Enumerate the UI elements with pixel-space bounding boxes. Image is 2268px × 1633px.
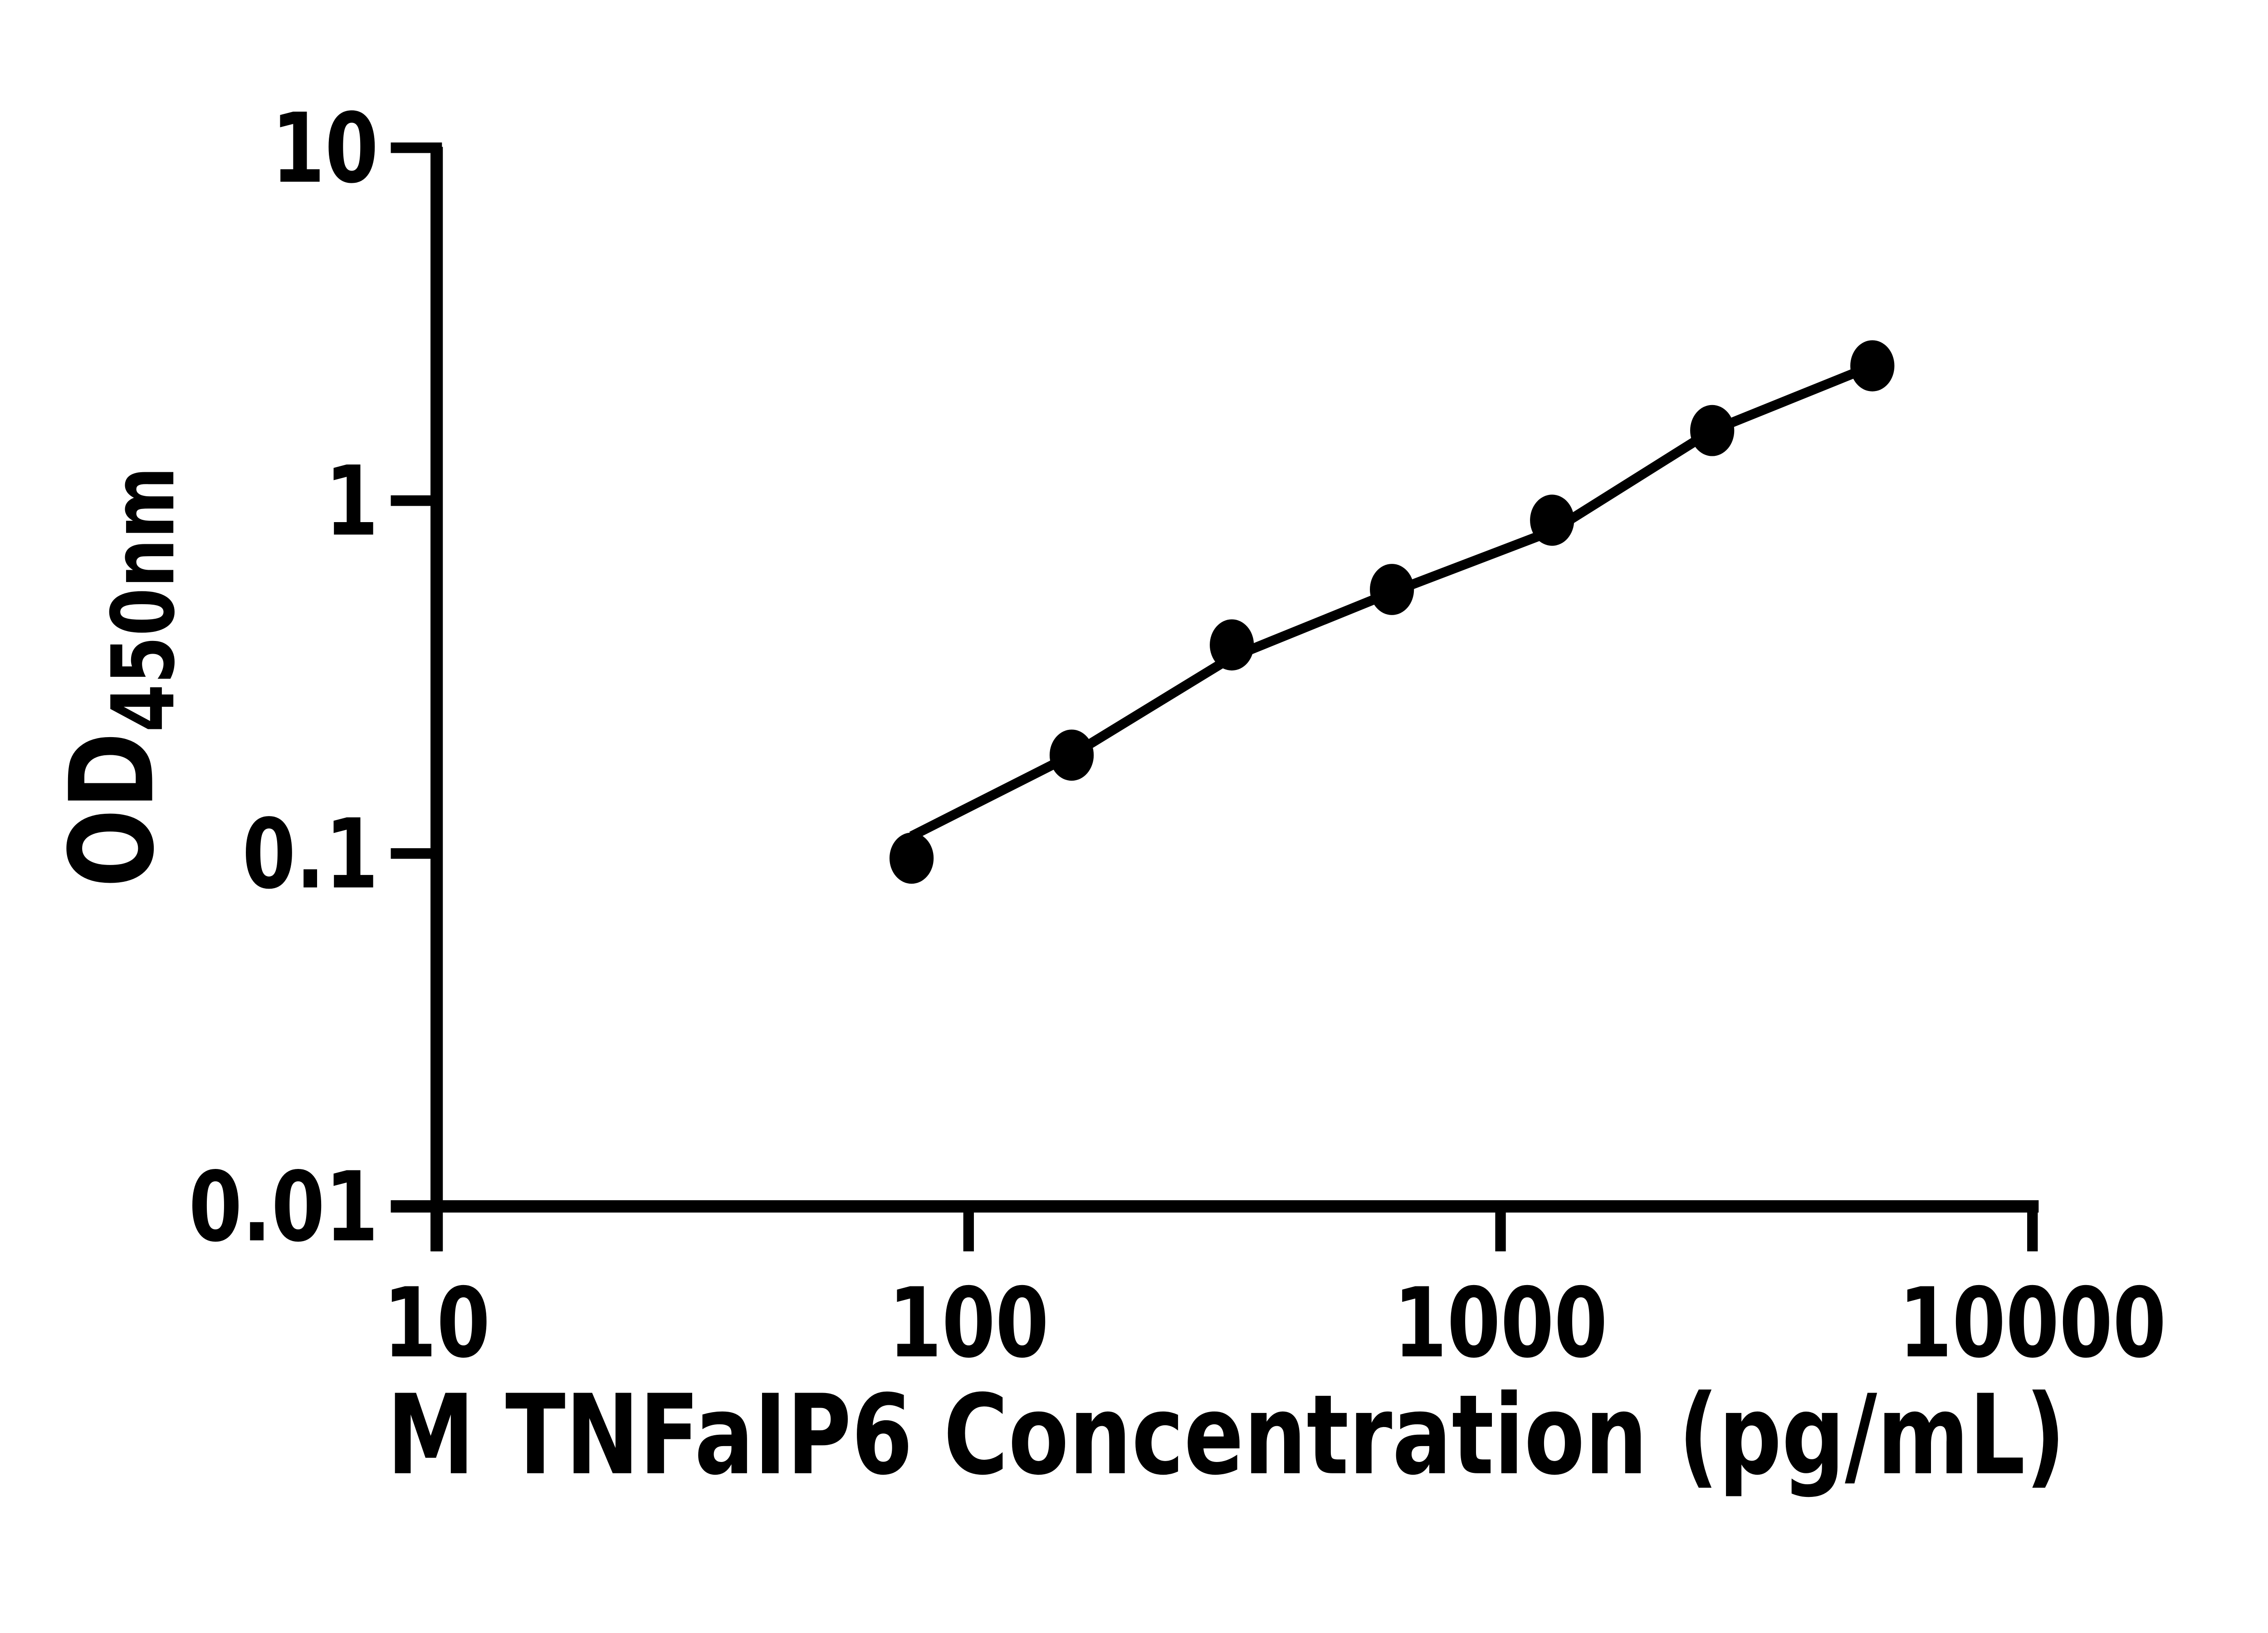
y-axis-title-main: OD [45,732,180,887]
chart-background [0,0,2268,1588]
chart-page: 10 1 0.1 0.01 10 100 1000 10000 M TNFaIP… [0,0,2268,1588]
data-point [1210,619,1254,671]
chart-svg: 10 1 0.1 0.01 10 100 1000 10000 M TNFaIP… [0,0,2268,1588]
x-tick-label-100: 100 [888,1268,1049,1379]
y-tick-label-1: 1 [325,446,378,557]
data-point [1370,564,1414,615]
y-tick-label-0.1: 0.1 [242,799,378,910]
data-point [1850,340,1895,391]
x-axis-title: M TNFaIP6 Concentration (pg/mL) [387,1371,2066,1499]
y-axis-title: OD450nm [45,467,194,888]
data-point [890,832,934,884]
axes [391,147,2039,1252]
y-tick-label-0.01: 0.01 [189,1152,378,1263]
y-tick-label-10: 10 [271,93,378,205]
x-tick-label-1000: 1000 [1393,1268,1608,1379]
x-ticks [431,1206,2038,1252]
x-tick-label-10000: 10000 [1899,1268,2166,1379]
x-tick-label-10: 10 [383,1268,490,1379]
data-point [1530,494,1574,546]
data-points [890,340,1895,884]
y-axis-title-subscript: 450nm [93,467,194,733]
data-point [1049,729,1094,781]
data-point [1690,405,1735,456]
